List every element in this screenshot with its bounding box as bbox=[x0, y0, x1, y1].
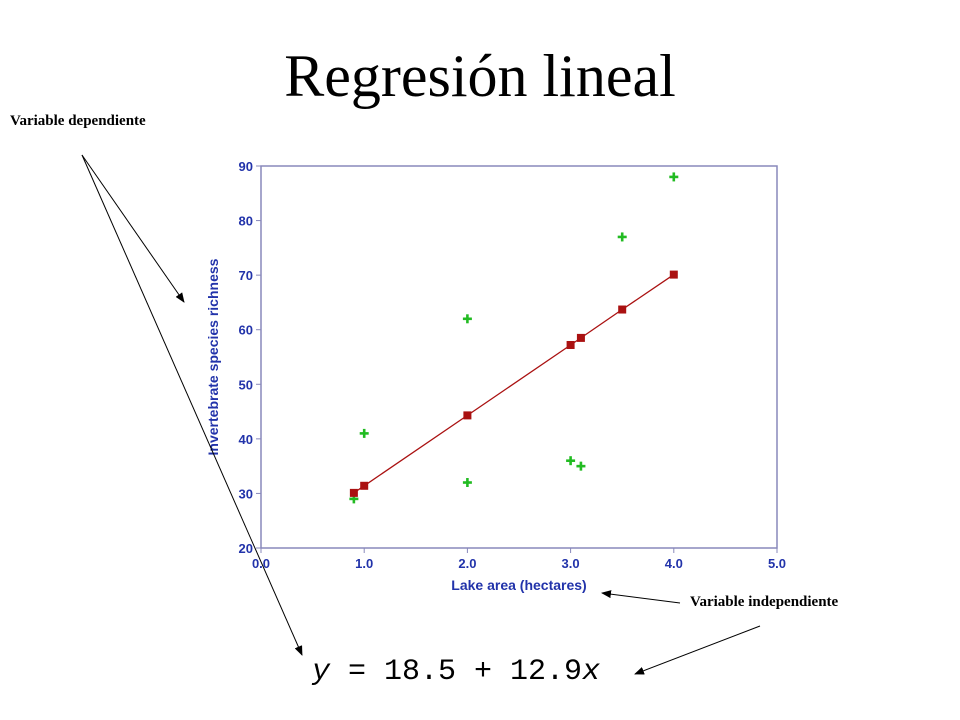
x-tick-label: 5.0 bbox=[768, 556, 786, 571]
y-tick-label: 90 bbox=[239, 159, 253, 174]
y-axis: 20 30 40 50 60 70 80 90 bbox=[239, 159, 261, 556]
fitted-point bbox=[618, 305, 627, 314]
fitted-point bbox=[669, 270, 678, 279]
x-axis-title: Lake area (hectares) bbox=[451, 577, 586, 593]
y-tick-label: 40 bbox=[239, 432, 253, 447]
independent-variable-callout: Variable independiente bbox=[690, 594, 839, 610]
plot-frame bbox=[260, 165, 778, 549]
x-tick-label: 4.0 bbox=[665, 556, 683, 571]
x-tick-label: 3.0 bbox=[562, 556, 580, 571]
observed-point bbox=[566, 456, 576, 466]
observed-point bbox=[576, 461, 586, 471]
observed-point bbox=[462, 478, 472, 488]
equation-body: = 18.5 + 12.9 bbox=[330, 655, 583, 689]
y-tick-label: 30 bbox=[239, 486, 253, 501]
regression-equation: y = 18.5 + 12.9x bbox=[312, 655, 600, 689]
observed-point bbox=[617, 232, 627, 242]
y-tick-label: 70 bbox=[239, 268, 253, 283]
callout-arrows bbox=[81, 154, 761, 675]
fitted-point bbox=[463, 411, 472, 420]
y-axis-title: Invertebrate species richness bbox=[205, 258, 221, 455]
observed-point bbox=[359, 428, 369, 438]
fitted-point bbox=[349, 488, 358, 497]
observed-point bbox=[462, 314, 472, 324]
y-tick-label: 60 bbox=[239, 323, 253, 338]
arrow-to-y-axis bbox=[81, 154, 185, 303]
arrow-to-x-axis-title bbox=[601, 590, 681, 604]
equation-y-symbol: y bbox=[312, 655, 331, 689]
y-tick-label: 80 bbox=[239, 214, 253, 229]
y-tick-label: 50 bbox=[239, 377, 253, 392]
x-axis: 0.0 1.0 2.0 3.0 4.0 5.0 bbox=[252, 548, 786, 571]
arrow-to-equation-x bbox=[634, 625, 761, 675]
arrow-to-equation-y bbox=[81, 154, 303, 656]
fitted-point bbox=[576, 333, 585, 342]
slide-title: Regresión lineal bbox=[284, 43, 676, 109]
fitted-point bbox=[360, 481, 369, 490]
x-tick-label: 2.0 bbox=[458, 556, 476, 571]
x-tick-label: 0.0 bbox=[252, 556, 270, 571]
equation-x-symbol: x bbox=[582, 655, 601, 689]
data-points bbox=[349, 172, 679, 504]
fitted-point bbox=[566, 340, 575, 349]
observed-point bbox=[669, 172, 679, 182]
dependent-variable-callout: Variable dependiente bbox=[10, 113, 146, 129]
x-tick-label: 1.0 bbox=[355, 556, 373, 571]
y-tick-label: 20 bbox=[239, 541, 253, 556]
